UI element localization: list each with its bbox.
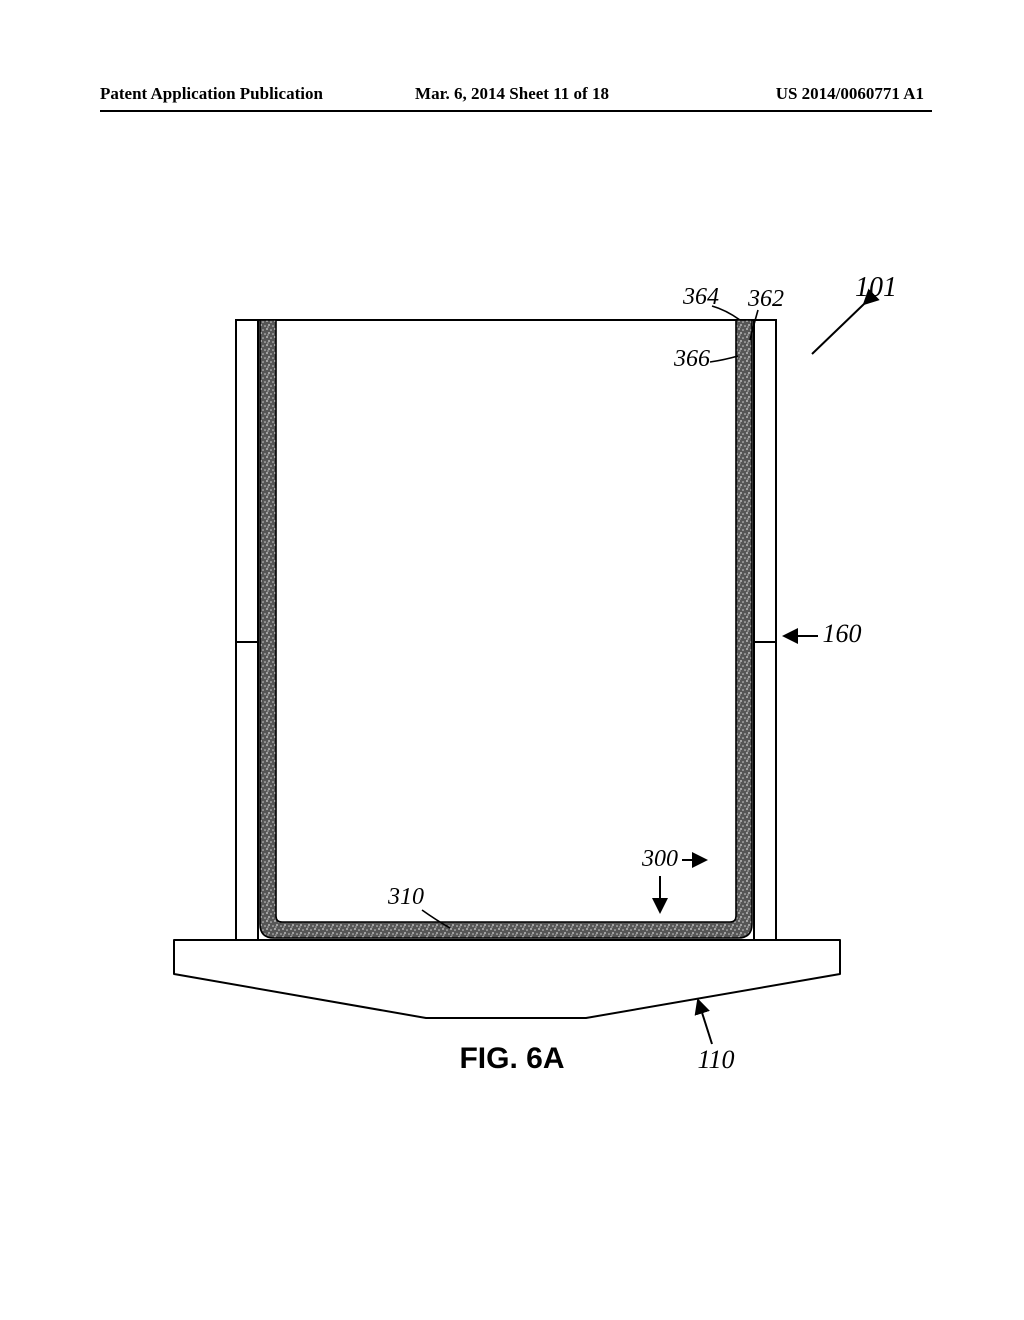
liner-band [260,320,752,938]
figure-caption: FIG. 6A [0,1042,1024,1076]
patent-figure: 364 362 101 366 160 300 310 110 [106,220,918,1160]
label-362: 362 [747,286,784,312]
header-rule [100,110,932,112]
page-header: Patent Application Publication Mar. 6, 2… [0,84,1024,104]
label-366: 366 [673,346,710,372]
label-101: 101 [855,272,897,303]
label-160: 160 [823,619,862,648]
base-shape [174,940,840,1018]
leader-110 [698,1000,712,1044]
outer-wall-rect [236,320,776,940]
leader-101 [812,304,864,354]
label-300: 300 [641,846,678,872]
header-date-sheet: Mar. 6, 2014 Sheet 11 of 18 [352,84,672,104]
header-publication: Patent Application Publication [100,84,352,104]
leader-366 [710,356,738,362]
label-310: 310 [387,884,424,910]
header-pubnum: US 2014/0060771 A1 [672,84,924,104]
leader-364 [712,306,740,320]
